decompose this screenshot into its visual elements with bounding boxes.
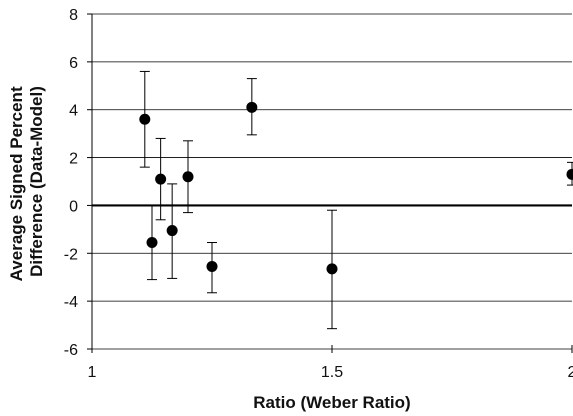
y-tick-label: 6 (69, 55, 78, 72)
data-point (326, 209, 338, 330)
data-point (155, 137, 167, 221)
x-tick-label: 1.5 (321, 364, 343, 381)
x-tick-label: 2 (568, 364, 573, 381)
y-tick-label: 2 (69, 151, 78, 168)
data-point (146, 204, 158, 281)
data-point (566, 161, 573, 186)
y-tick-label: 8 (69, 7, 78, 24)
y-tick-label: -4 (64, 294, 78, 311)
y-axis-label-line-1: Average Signed Percent (7, 86, 26, 281)
marker (155, 173, 167, 185)
axes (87, 13, 573, 353)
y-axis-label-line-2: Difference (Data-Model) (27, 86, 46, 277)
marker (166, 225, 178, 237)
marker (246, 101, 258, 113)
data-point (182, 140, 194, 214)
tick-labels: -6 -4 -2 0 2 4 6 8 1 1.5 2 (64, 7, 573, 381)
x-axis-label: Ratio (Weber Ratio) (253, 393, 410, 412)
marker (146, 237, 158, 249)
data-points (139, 70, 573, 330)
x-tick-label: 1 (88, 364, 97, 381)
marker (182, 171, 194, 183)
y-axis-label: Average Signed Percent Difference (Data-… (7, 82, 46, 282)
data-point (139, 70, 151, 168)
marker (566, 168, 573, 180)
y-tick-label: 0 (69, 198, 78, 215)
data-point (166, 183, 178, 279)
marker (206, 260, 218, 272)
marker (326, 263, 338, 275)
marker (139, 113, 151, 125)
y-tick-label: -6 (64, 342, 78, 359)
data-point (206, 242, 218, 294)
data-point (246, 78, 258, 136)
y-tick-label: -2 (64, 246, 78, 263)
y-tick-label: 4 (69, 103, 78, 120)
